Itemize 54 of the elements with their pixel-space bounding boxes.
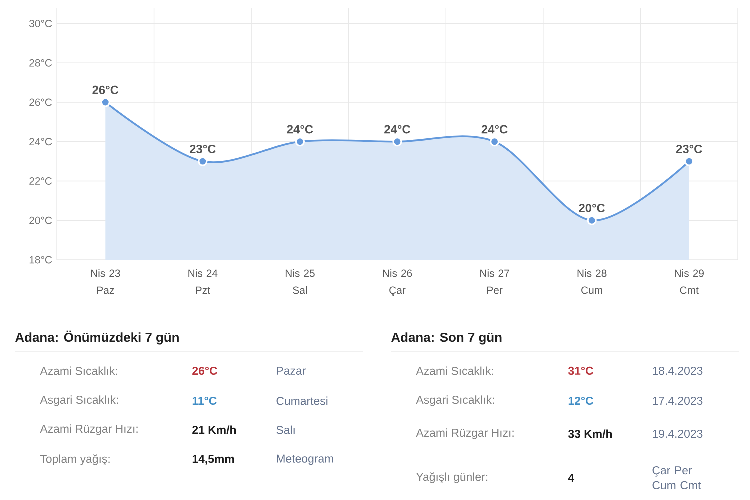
data-label: 26°C	[92, 86, 119, 94]
x-tick-label: Nis 25 Sal	[286, 270, 315, 294]
data-label: 23°C	[190, 144, 216, 154]
text: Azami Sıcaklık:	[416, 366, 494, 376]
y-tick-label: 26°C	[30, 98, 52, 106]
text: Pazar	[277, 367, 306, 375]
point	[587, 216, 597, 226]
text: Azami Rüzgar Hızı:	[416, 428, 514, 440]
text: Adana: Önümüzdeki 7 gün	[16, 330, 179, 345]
y-tick-label: 18°C	[30, 256, 52, 264]
text: Yağışlı günler:	[416, 472, 488, 484]
text: Asgari Sıcaklık:	[416, 396, 494, 406]
point	[684, 156, 694, 166]
text: 18.4.2023	[653, 366, 703, 376]
point	[392, 137, 402, 147]
text: Azami Rüzgar Hızı:	[40, 424, 138, 436]
text: 14,5mm	[192, 455, 234, 465]
y-tick-label: 30°C	[30, 20, 52, 28]
text: 21 Km/h	[192, 426, 236, 434]
data-label: 23°C	[676, 144, 702, 154]
text: Salı	[276, 426, 295, 434]
text: 19.4.2023	[653, 430, 703, 438]
y-tick-label: 20°C	[30, 216, 52, 224]
y-tick-label: 28°C	[30, 59, 52, 67]
text: 31°C	[568, 366, 594, 376]
x-tick-label: Nis 29 Cmt	[675, 270, 704, 294]
text: 17.4.2023	[653, 396, 703, 406]
text: Çar Per Cum Cmt	[652, 466, 702, 490]
point	[295, 137, 306, 147]
x-tick-label: Nis 28 Cum	[578, 270, 607, 294]
text: Asgari Sıcaklık:	[40, 396, 118, 406]
text: 33 Km/h	[568, 430, 612, 438]
y-tick-label: 22°C	[30, 178, 52, 185]
text: 26°C	[192, 366, 218, 376]
x-tick-label: Nis 24 Pzt	[188, 270, 218, 294]
x-tick-label: Nis 23 Paz	[91, 270, 120, 294]
data-label: 20°C	[579, 204, 606, 212]
x-tick-label: Nis 27 Per	[480, 270, 510, 294]
data-label: 24°C	[287, 125, 314, 134]
x-tick-label: Nis 26 Çar	[383, 270, 412, 296]
text: Toplam yağış:	[40, 454, 110, 466]
point	[100, 98, 110, 108]
text: 12°C	[568, 396, 594, 406]
text: Cumartesi	[276, 396, 328, 406]
text: 4	[568, 474, 575, 482]
text: Adana: Son 7 gün	[392, 332, 502, 345]
data-label: 24°C	[482, 125, 508, 134]
data-label: 24°C	[384, 125, 411, 134]
text: Azami Sıcaklık:	[40, 366, 118, 376]
point	[198, 156, 208, 166]
y-tick-label: 24°C	[30, 138, 52, 146]
text: 11°C	[192, 396, 217, 406]
text: Meteogram	[277, 454, 334, 466]
point	[490, 137, 500, 147]
